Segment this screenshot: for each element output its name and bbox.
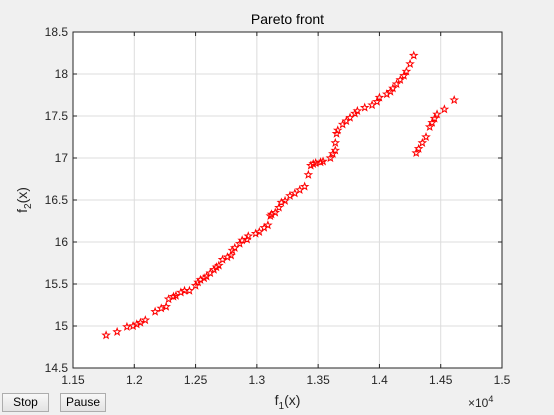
pareto-point: [388, 83, 398, 93]
x-tick-label: 1.4: [371, 373, 388, 387]
pareto-point: [421, 131, 431, 142]
x-tick-label: 1.15: [61, 373, 85, 387]
pareto-point: [274, 202, 284, 212]
pareto-point: [449, 94, 459, 105]
x-tick-label: 1.3: [249, 373, 266, 387]
pareto-point: [161, 301, 171, 311]
pareto-point: [243, 231, 254, 241]
pareto-point: [411, 147, 421, 158]
pareto-point: [332, 125, 343, 135]
x-tick-label: 1.5: [494, 373, 511, 387]
pareto-point: [122, 321, 132, 331]
pareto-point: [226, 250, 236, 260]
pareto-point: [395, 74, 406, 84]
pareto-point: [234, 238, 245, 248]
y-tick-label: 18.5: [45, 25, 69, 39]
pareto-point: [372, 96, 382, 106]
y-axis-label: f2(x): [14, 187, 34, 213]
pareto-point: [325, 152, 336, 163]
pareto-point: [439, 104, 450, 114]
axis-ticks: 1.15 1.2 1.25 1.3 1.35 1.4 1.45 1.5 14.5 15 15.5 16…: [45, 25, 511, 387]
pareto-point: [385, 86, 396, 96]
pareto-point: [190, 280, 201, 290]
pareto-point: [429, 113, 440, 123]
y-tick-label: 16.5: [45, 193, 69, 207]
x-tick-label: 1.2: [126, 373, 143, 387]
pareto-point: [263, 220, 273, 230]
pareto-point: [299, 181, 310, 191]
y-tick-label: 18: [55, 67, 69, 81]
pareto-point: [352, 105, 363, 116]
data-markers: [101, 50, 459, 340]
pareto-point: [413, 143, 424, 153]
pareto-point: [135, 317, 146, 327]
stop-button[interactable]: Stop: [2, 393, 49, 412]
pareto-point: [259, 222, 270, 232]
y-tick-label: 17.5: [45, 109, 69, 123]
pareto-point: [184, 285, 195, 295]
pareto-point: [381, 89, 392, 99]
x-tick-label: 1.35: [306, 373, 330, 387]
x-axis-label: f1(x): [275, 392, 301, 412]
pareto-point: [285, 190, 295, 200]
pareto-point: [156, 303, 167, 313]
pareto-point: [214, 260, 224, 270]
pareto-point: [432, 109, 442, 119]
pareto-point: [359, 102, 370, 112]
pareto-point: [328, 148, 338, 158]
pareto-point: [163, 294, 174, 304]
pareto-point: [391, 79, 402, 89]
y-tick-label: 14.5: [45, 361, 69, 375]
pause-button[interactable]: Pause: [60, 393, 106, 412]
pareto-point: [330, 145, 341, 155]
pareto-point: [330, 137, 341, 147]
pareto-point: [374, 92, 385, 102]
pareto-point: [140, 315, 151, 325]
y-tick-label: 16: [55, 235, 69, 249]
x-tick-label: 1.25: [184, 373, 208, 387]
pareto-point: [427, 117, 437, 127]
x-tick-label: 1.45: [429, 373, 453, 387]
pareto-point: [408, 50, 419, 60]
pareto-point: [303, 169, 314, 179]
pareto-point: [417, 137, 428, 147]
y-tick-label: 15: [55, 319, 69, 333]
pareto-point: [405, 58, 415, 68]
pareto-point: [401, 66, 412, 76]
y-tick-label: 17: [55, 151, 69, 165]
pareto-point: [399, 70, 409, 80]
pareto-point: [318, 156, 328, 166]
pareto-point: [112, 326, 122, 336]
pareto-point: [101, 330, 111, 340]
pareto-point: [424, 121, 435, 131]
chart-title: Pareto front: [251, 11, 324, 27]
pareto-point: [280, 195, 290, 205]
y-tick-label: 15.5: [45, 277, 69, 291]
pareto-point: [217, 254, 228, 264]
pareto-point: [270, 207, 281, 217]
x-exponent-label: ×104: [468, 394, 493, 410]
pareto-point: [150, 306, 160, 316]
